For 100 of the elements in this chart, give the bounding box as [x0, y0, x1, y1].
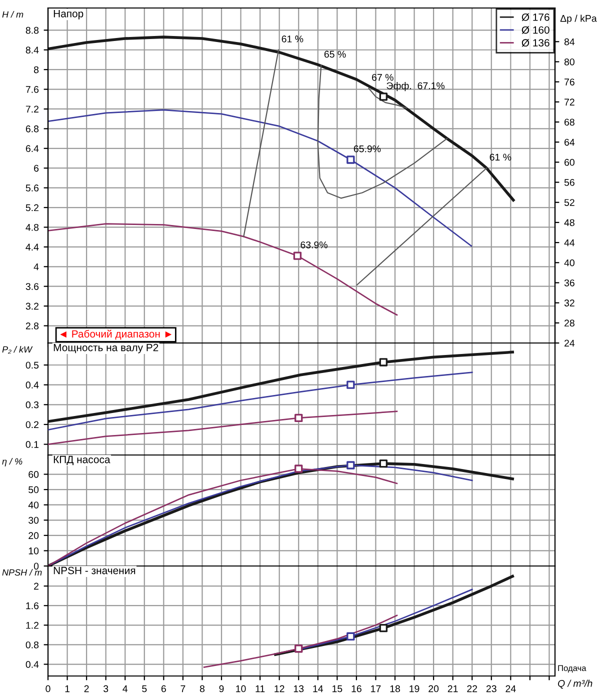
y2-tick-label: 24: [564, 340, 575, 347]
y-tick-label: 5.6: [26, 184, 39, 192]
legend-label: Ø 136: [522, 38, 550, 47]
x-tick-label: 0: [46, 685, 50, 692]
y-tick-label: 10: [28, 547, 39, 554]
point: [294, 644, 303, 653]
x-tick-label: 23: [486, 685, 496, 692]
y-tick-label: 7.2: [26, 106, 38, 113]
x-tick-label: 15: [332, 685, 342, 692]
chart-title: Напор: [54, 10, 84, 20]
x-tick-label: 16: [352, 685, 362, 692]
point: [379, 624, 388, 632]
y2-tick-label: 28: [564, 320, 574, 327]
y-tick-label: 4: [34, 263, 39, 270]
y-tick-label: 2: [34, 582, 38, 590]
x-tick-label: 19: [410, 685, 420, 692]
y-tick-label: 8.8: [26, 26, 39, 34]
y2-tick-label: 48: [564, 219, 574, 226]
y-tick-label: 0.1: [26, 441, 38, 448]
y2-tick-label: 80: [564, 58, 574, 66]
y-tick-label: 3.6: [26, 283, 39, 290]
y-tick-label: 1.6: [26, 602, 39, 610]
y2-tick-label: 52: [564, 199, 574, 206]
y-tick-label: 0: [34, 562, 39, 570]
y2-tick-label: 44: [564, 239, 575, 246]
legend-label: Ø 176: [522, 13, 550, 22]
y-tick-label: 6.8: [26, 125, 39, 132]
x-tick-label: 7: [180, 685, 186, 692]
y-tick-label: 6.4: [26, 145, 39, 152]
text: Подача: [558, 665, 586, 673]
chart-title: NPSH - значения: [54, 566, 136, 574]
x-tick-label: 22: [467, 685, 478, 692]
y-tick-label: 4.4: [26, 244, 39, 250]
y2-tick-label: 84: [564, 38, 575, 46]
line-series: [48, 36, 515, 202]
annotation: Эфф. 67.1%: [386, 82, 445, 92]
x-tick-label: 12: [274, 685, 284, 692]
y-tick-label: 50: [28, 486, 39, 494]
y-tick-label: 0.8: [26, 641, 39, 648]
x-tick-label: 11: [256, 685, 265, 692]
x-tick-label: 5: [142, 685, 147, 692]
legend-label: Ø 160: [522, 26, 550, 34]
y2-tick-label: 32: [564, 300, 574, 306]
y-axis-title: P₂ / kW: [2, 346, 33, 354]
y2-tick-label: 56: [564, 179, 574, 186]
chart-title: КПД насоса: [54, 456, 110, 466]
point: [294, 414, 303, 422]
x-tick-label: 24: [506, 685, 516, 692]
y-tick-label: 8.4: [26, 46, 39, 54]
y-tick-label: 8: [34, 66, 39, 74]
y-tick-label: 0.2: [26, 421, 38, 428]
y-tick-label: 0.4: [26, 382, 39, 388]
x-tick-label: 4: [122, 685, 128, 692]
y2-tick-label: 40: [564, 259, 574, 266]
line-series: [317, 64, 448, 199]
y-axis-title: η / %: [2, 458, 22, 466]
x-tick-label: 9: [219, 685, 224, 692]
y2-tick-label: 60: [564, 158, 574, 166]
line-series: [274, 574, 514, 656]
annotation: 63.9%: [300, 241, 328, 248]
y-tick-label: 0.3: [26, 401, 39, 408]
y2-tick-label: 68: [564, 118, 574, 126]
y-tick-label: 2.8: [26, 322, 39, 330]
y-tick-label: 1.2: [26, 622, 38, 629]
x-tick-label: 20: [428, 685, 439, 692]
point: [379, 92, 388, 101]
y-tick-label: 5.2: [26, 204, 38, 212]
chart-title: Мощность на валу P2: [54, 344, 158, 354]
y-axis-title: NPSH / m: [2, 569, 42, 576]
line-series: [48, 109, 472, 247]
y2-tick-label: 36: [564, 279, 574, 286]
point: [346, 156, 355, 164]
x-tick-label: 13: [294, 685, 304, 692]
point: [379, 358, 388, 366]
x-tick-label: 17: [371, 685, 381, 692]
point: [346, 632, 355, 640]
y-tick-label: 0.5: [26, 362, 39, 369]
y-tick-label: 7.6: [26, 86, 39, 93]
y2-tick-label: 64: [564, 138, 575, 146]
x-tick-label: 3: [104, 685, 108, 692]
x-tick-label: 2: [84, 685, 89, 692]
annotation: 67 %: [372, 74, 394, 81]
line-series: [203, 614, 398, 668]
x-tick-label: 18: [390, 685, 400, 692]
y2-tick-label: 72: [564, 98, 574, 106]
annotation: 65 %: [324, 50, 346, 58]
annotation: 65.9%: [354, 145, 381, 152]
annotation: 61 %: [490, 154, 512, 161]
y-tick-label: 60: [28, 471, 39, 478]
y-tick-label: 3.2: [26, 302, 38, 310]
x-tick-label: 8: [200, 685, 204, 692]
y2-tick-label: 76: [564, 78, 574, 86]
y-tick-label: 20: [28, 532, 39, 540]
line-series: [48, 223, 398, 316]
line-series: [48, 372, 473, 431]
y-tick-label: 4.8: [26, 224, 39, 231]
point: [346, 380, 355, 389]
x-tick-label: 1: [65, 685, 70, 692]
x-axis-title: Q / m³/h: [558, 680, 592, 689]
y-tick-label: 40: [28, 502, 39, 508]
